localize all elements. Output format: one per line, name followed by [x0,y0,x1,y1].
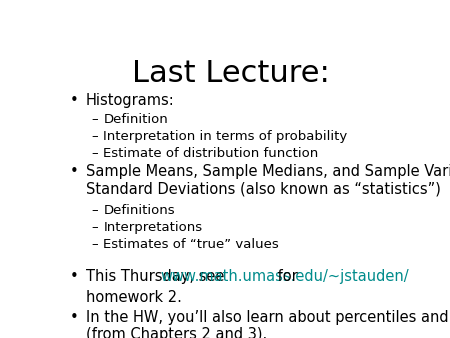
Text: homework 2.: homework 2. [86,290,182,305]
Text: In the HW, you’ll also learn about percentiles and boxplots
(from Chapters 2 and: In the HW, you’ll also learn about perce… [86,310,450,338]
Text: Interpretation in terms of probability: Interpretation in terms of probability [104,130,347,143]
Text: –: – [91,221,98,234]
Text: Definitions: Definitions [104,204,175,217]
Text: –: – [91,147,98,160]
Text: –: – [91,204,98,217]
Text: This Thursday, see: This Thursday, see [86,269,229,284]
Text: –: – [91,113,98,126]
Text: Definition: Definition [104,113,168,126]
Text: •: • [70,164,79,179]
Text: •: • [70,93,79,107]
Text: Histograms:: Histograms: [86,93,175,107]
Text: •: • [70,269,79,284]
Text: Estimate of distribution function: Estimate of distribution function [104,147,319,160]
Text: www.math.umass.edu/~jstauden/: www.math.umass.edu/~jstauden/ [160,269,409,284]
Text: –: – [91,238,98,251]
Text: •: • [70,310,79,325]
Text: Estimates of “true” values: Estimates of “true” values [104,238,279,251]
Text: –: – [91,130,98,143]
Text: Interpretations: Interpretations [104,221,202,234]
Text: Last Lecture:: Last Lecture: [132,59,329,88]
Text: Sample Means, Sample Medians, and Sample Variances /
Standard Deviations (also k: Sample Means, Sample Medians, and Sample… [86,164,450,196]
Text: for: for [274,269,298,284]
